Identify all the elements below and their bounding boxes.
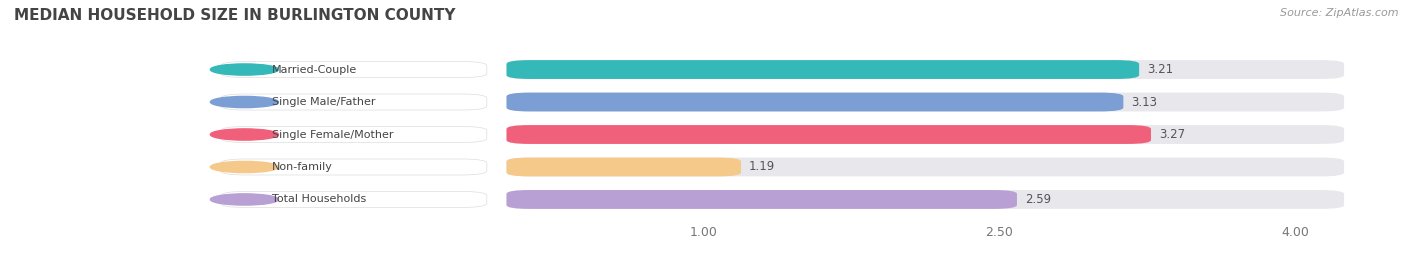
Text: Source: ZipAtlas.com: Source: ZipAtlas.com [1281, 8, 1399, 18]
Text: Single Male/Father: Single Male/Father [271, 97, 375, 107]
Text: Single Female/Mother: Single Female/Mother [271, 129, 394, 140]
FancyBboxPatch shape [221, 94, 486, 110]
FancyBboxPatch shape [506, 190, 1344, 209]
FancyBboxPatch shape [506, 158, 1344, 176]
FancyBboxPatch shape [506, 125, 1344, 144]
FancyBboxPatch shape [221, 192, 486, 207]
FancyBboxPatch shape [506, 93, 1123, 111]
Text: 3.27: 3.27 [1159, 128, 1185, 141]
FancyBboxPatch shape [506, 93, 1344, 111]
FancyBboxPatch shape [506, 190, 1017, 209]
Circle shape [211, 129, 278, 140]
FancyBboxPatch shape [506, 60, 1139, 79]
Text: Married-Couple: Married-Couple [271, 65, 357, 75]
Text: Total Households: Total Households [271, 194, 366, 204]
Text: 1.19: 1.19 [749, 161, 775, 174]
FancyBboxPatch shape [221, 62, 486, 77]
FancyBboxPatch shape [506, 60, 1344, 79]
Circle shape [211, 161, 278, 173]
Text: Non-family: Non-family [271, 162, 333, 172]
FancyBboxPatch shape [221, 159, 486, 175]
FancyBboxPatch shape [506, 125, 1152, 144]
FancyBboxPatch shape [221, 126, 486, 143]
Text: 2.59: 2.59 [1025, 193, 1050, 206]
FancyBboxPatch shape [506, 158, 741, 176]
Text: 3.21: 3.21 [1147, 63, 1173, 76]
Text: MEDIAN HOUSEHOLD SIZE IN BURLINGTON COUNTY: MEDIAN HOUSEHOLD SIZE IN BURLINGTON COUN… [14, 8, 456, 23]
Circle shape [211, 96, 278, 108]
Circle shape [211, 64, 278, 75]
Circle shape [211, 194, 278, 205]
Text: 3.13: 3.13 [1132, 95, 1157, 108]
